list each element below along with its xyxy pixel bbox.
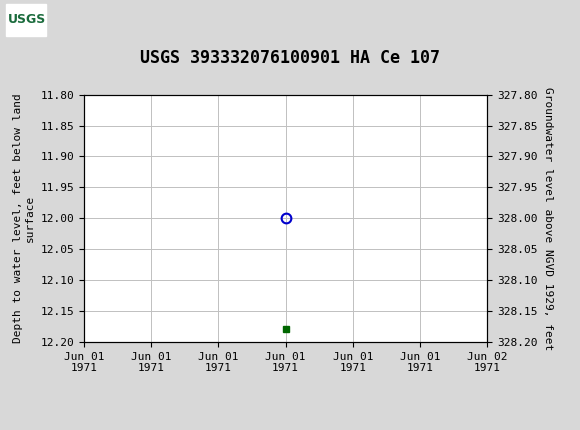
- Text: USGS: USGS: [8, 13, 46, 27]
- Y-axis label: Depth to water level, feet below land
surface: Depth to water level, feet below land su…: [13, 93, 35, 343]
- Bar: [6, 4, 46, 36]
- Y-axis label: Groundwater level above NGVD 1929, feet: Groundwater level above NGVD 1929, feet: [543, 86, 553, 350]
- Text: USGS 393332076100901 HA Ce 107: USGS 393332076100901 HA Ce 107: [140, 49, 440, 67]
